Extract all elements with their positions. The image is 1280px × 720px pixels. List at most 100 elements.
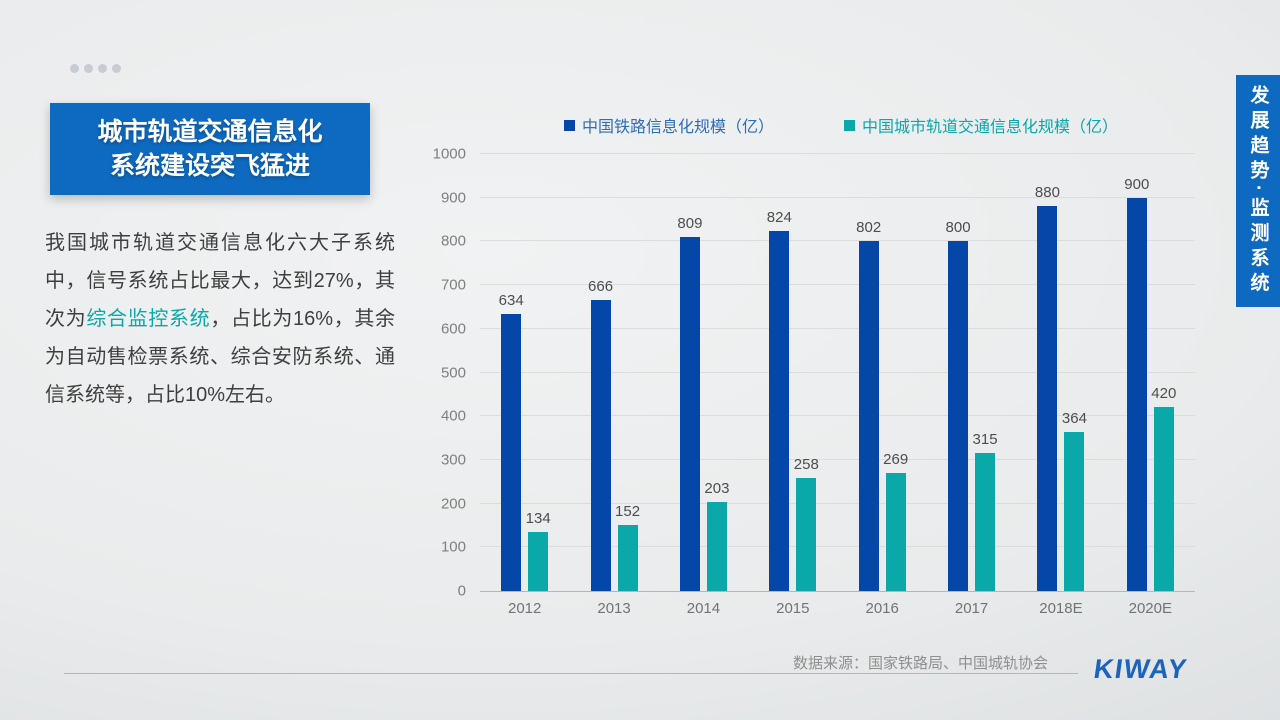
bar-railway-2014 [679,237,700,591]
chart-legend: 中国铁路信息化规模（亿） 中国城市轨道交通信息化规模（亿） [480,112,1202,138]
barwrap: 809 [677,154,703,591]
footer-divider [64,673,1078,674]
bar-value-label: 315 [972,431,998,449]
bar-railway-2016 [858,240,879,591]
bar-value-label: 800 [945,219,971,237]
chart-bars: 634 134 2012 666 152 2013 809 203 2014 824 258 2015… [480,154,1195,617]
category-group-2013: 666 152 2013 [569,154,658,617]
bar-urban-rail-2012 [528,532,549,591]
bar-value-label: 258 [793,456,819,474]
bar-railway-2015 [769,230,790,591]
bar-urban-rail-2020E [1153,407,1174,591]
y-axis-tick-label: 300 [440,451,466,469]
bar-urban-rail-2015 [796,478,817,591]
barwrap: 802 [856,154,882,591]
section-side-tab: 发展趋势·监测系统 [1236,75,1280,307]
barwrap: 666 [588,154,614,591]
legend-item-urban-rail: 中国城市轨道交通信息化规模（亿） [844,113,1118,137]
bar-value-label: 634 [498,291,524,309]
bar-railway-2018E [1037,206,1058,591]
bar-value-label: 824 [766,208,792,226]
gridline [480,371,1195,373]
bar-value-label: 134 [525,510,551,528]
gridline [480,546,1195,548]
x-axis-category-label: 2013 [597,600,631,617]
bar-railway-2013 [590,299,611,591]
y-axis-tick-label: 200 [440,495,466,513]
legend-label-urban-rail: 中国城市轨道交通信息化规模（亿） [862,119,1119,136]
barwrap: 800 [945,154,971,591]
gridline [480,284,1195,286]
bar-value-label: 364 [1061,409,1087,427]
y-axis-tick-label: 600 [440,320,466,338]
barwrap: 269 [883,154,909,591]
kiway-logo: KIWAY [1091,654,1190,684]
paragraph-highlight: 综合监控系统 [86,308,211,330]
category-group-2016: 802 269 2016 [838,154,927,617]
bar-value-label: 269 [883,451,909,469]
dot-icon [112,64,121,73]
y-axis-tick-label: 1000 [432,145,466,163]
gridline [480,458,1195,460]
y-axis-tick-label: 500 [440,364,466,381]
barwrap: 634 [498,154,524,591]
bar-urban-rail-2018E [1064,431,1085,591]
bar-urban-rail-2013 [617,524,638,591]
bar-value-label: 900 [1124,175,1150,193]
slide-title-box: 城市轨道交通信息化 系统建设突飞猛进 [50,103,370,195]
barwrap: 824 [766,154,792,591]
dot-icon [98,64,107,73]
paragraph-part2: ，占比为16%，其余为自动售检票系统、综合安防系统、通信系统等，占比10%左右。 [45,308,396,406]
legend-swatch-urban-rail [844,119,855,131]
section-side-tab-label: 发展趋势·监测系统 [1247,84,1269,298]
legend-item-railway: 中国铁路信息化规模（亿） [563,113,774,137]
bar-value-label: 152 [615,502,641,520]
y-axis-tick-label: 0 [457,582,466,600]
barwrap: 420 [1151,154,1176,591]
category-group-2012: 634 134 2012 [480,154,569,617]
bar-value-label: 809 [677,215,703,233]
y-axis-tick-label: 700 [440,276,466,294]
bar-railway-2020E [1126,197,1147,591]
x-axis-category-label: 2015 [776,600,810,617]
chart-plot-area: 0 100 200 300 400 500 600 700 800 900 1000 634 134 2… [433,147,1195,617]
bar-urban-rail-2014 [706,502,727,591]
x-axis-category-label: 2016 [865,600,899,617]
bar-value-label: 203 [704,480,730,498]
category-group-2018E: 880 364 2018E [1016,154,1105,617]
x-axis-category-label: 2017 [954,600,989,617]
gridline [480,240,1195,242]
barwrap: 134 [525,154,551,591]
bar-urban-rail-2017 [975,453,996,591]
category-group-2020E: 900 420 2020E [1106,154,1195,617]
bar-value-label: 880 [1034,184,1060,202]
legend-label-railway: 中国铁路信息化规模（亿） [581,119,774,136]
decorative-dots [70,64,121,73]
paragraph-part1: 我国城市轨道交通信息化六大子系统中，信号系统占比最大，达到27%，其次为 [45,232,395,330]
barwrap: 315 [972,154,998,591]
y-axis-tick-label: 400 [440,407,466,425]
data-source-note: 数据来源：国家铁路局、中国城轨协会 [793,655,1049,672]
barwrap: 258 [793,154,819,591]
gridline [480,327,1195,329]
dot-icon [70,64,79,73]
barwrap: 203 [704,154,730,591]
slide-title-line2: 系统建设突飞猛进 [109,152,310,180]
category-group-2015: 824 258 2015 [748,154,837,617]
x-axis-category-label: 2020E [1128,600,1172,617]
slide-title-line1: 城市轨道交通信息化 [97,118,323,146]
y-axis-tick-label: 800 [440,232,466,250]
barwrap: 364 [1061,154,1087,591]
y-axis-tick-label: 100 [440,538,466,556]
gridline [480,196,1195,198]
x-axis-category-label: 2018E [1039,600,1083,617]
body-paragraph: 我国城市轨道交通信息化六大子系统中，信号系统占比最大，达到27%，其次为综合监控… [45,224,395,414]
bar-value-label: 802 [856,218,882,236]
bar-value-label: 666 [588,277,614,295]
barwrap: 152 [615,154,641,591]
gridline [480,502,1195,504]
y-axis-tick-label: 900 [440,189,466,207]
barwrap: 900 [1124,154,1150,591]
dot-icon [84,64,93,73]
